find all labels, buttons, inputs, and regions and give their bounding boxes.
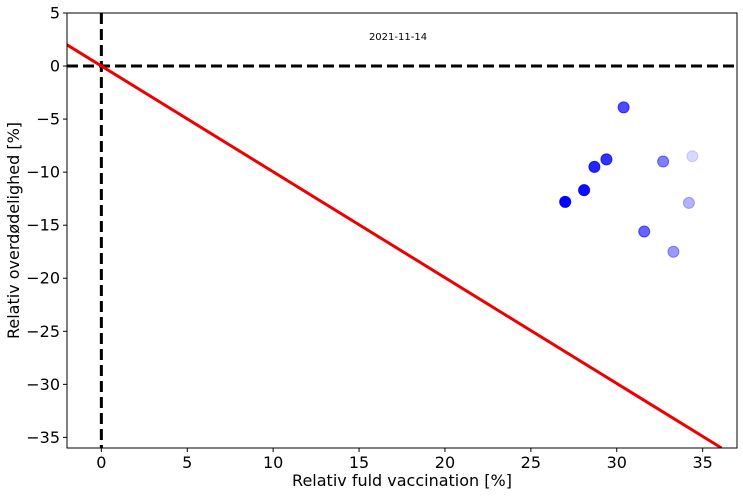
data-point-9: [682, 196, 695, 209]
data-point-7: [657, 155, 670, 168]
data-point-5: [617, 101, 630, 114]
data-point-2: [578, 184, 591, 197]
data-point-10: [686, 150, 699, 163]
data-point-6: [638, 225, 651, 238]
x-tick-label: 15: [349, 453, 369, 472]
date-annotation: 2021-11-14: [369, 32, 427, 43]
data-point-8: [667, 245, 680, 258]
trend-line: [67, 43, 723, 448]
x-tick-label: 10: [263, 453, 283, 472]
plot-marks: [67, 13, 737, 448]
x-tick-label: 0: [96, 453, 106, 472]
y-tick-label: −25: [26, 322, 60, 341]
y-tick-label: −10: [26, 163, 60, 182]
plot-area: [67, 13, 737, 448]
x-tick-label: 20: [435, 453, 455, 472]
y-axis-label: Relativ overdødelighed [%]: [4, 122, 23, 339]
y-tick-label: −15: [26, 216, 60, 235]
x-tick-label: 5: [182, 453, 192, 472]
data-point-1: [559, 195, 572, 208]
y-tick-label: −20: [26, 269, 60, 288]
axis-ticks: 0 5 10 15 20 25 30 35 5 0 −5 −10 −15 −20 −25 −30 −35: [26, 4, 713, 473]
y-tick-label: −30: [26, 375, 60, 394]
x-axis-label: Relativ fuld vaccination [%]: [292, 471, 512, 490]
x-tick-label: 25: [521, 453, 541, 472]
data-point-3: [588, 160, 601, 173]
x-tick-label: 30: [607, 453, 627, 472]
y-tick-label: 5: [50, 4, 60, 23]
y-tick-label: 0: [50, 57, 60, 76]
data-point-4: [600, 153, 613, 166]
y-tick-label: −35: [26, 428, 60, 447]
y-tick-label: −5: [36, 110, 60, 129]
plot-frame: [66, 12, 738, 449]
x-tick-label: 35: [692, 453, 712, 472]
